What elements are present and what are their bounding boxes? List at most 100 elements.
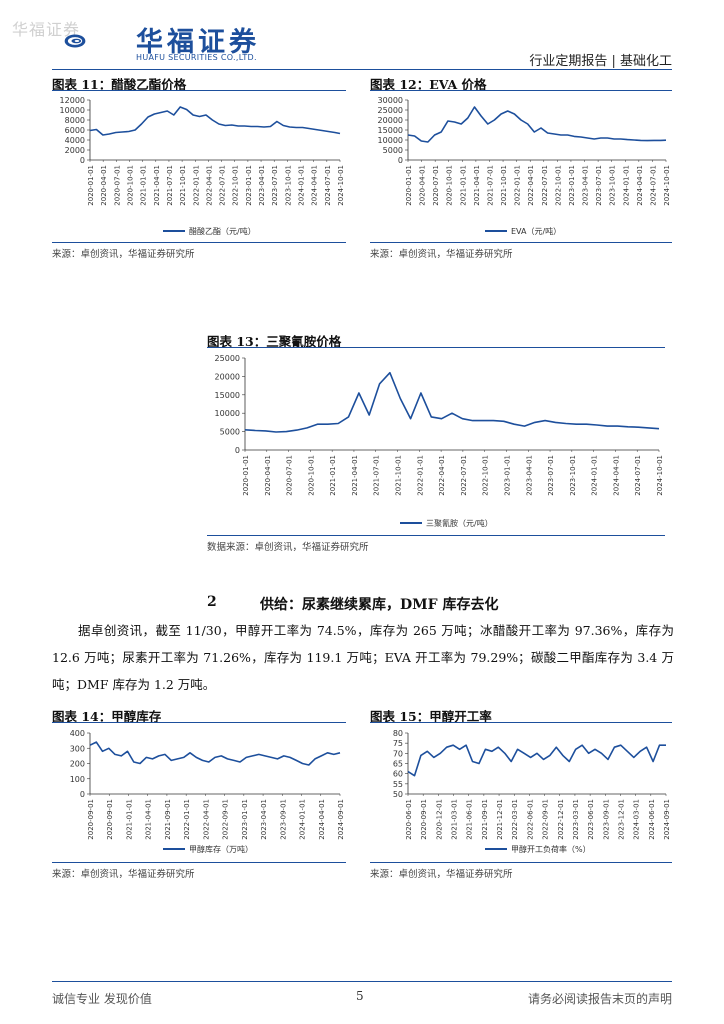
fig15-source: 来源：卓创资讯，华福证券研究所: [370, 869, 513, 880]
y-tick-label: 0: [235, 446, 240, 455]
footer-disclaimer: 请务必阅读报告末页的声明: [527, 992, 672, 1006]
y-tick-label: 10000: [215, 409, 240, 418]
header-divider: [52, 69, 672, 70]
x-tick-label: 2023-01-01: [245, 165, 253, 206]
x-tick-label: 2022-12-01: [557, 799, 565, 840]
y-tick-label: 10000: [378, 136, 403, 145]
x-tick-label: 2020-07-01: [432, 165, 440, 206]
x-tick-label: 2022-04-01: [527, 165, 535, 206]
footer-divider: [52, 981, 672, 982]
x-tick-label: 2022-01-01: [192, 165, 200, 206]
x-tick-label: 2023-12-01: [617, 799, 625, 840]
legend-label: 三聚氰胺（元/吨）: [426, 518, 493, 528]
x-tick-label: 2020-01-01: [242, 455, 250, 496]
fig13-chart: 0 5000 10000 15000 20000 25000 2020-01-01 2020-…: [215, 354, 664, 528]
x-tick-label: 2022-06-01: [526, 799, 534, 840]
legend-label: 醋酸乙酯（元/吨）: [189, 226, 256, 236]
y-tick-label: 0: [398, 156, 403, 165]
x-tick-label: 2024-10-01: [337, 165, 345, 206]
series-line: [407, 106, 667, 143]
fig13-source: 数据来源：卓创资讯，华福证券研究所: [207, 542, 369, 553]
y-tick-label: 25000: [215, 354, 240, 363]
fig15-source-rule: [370, 862, 672, 863]
x-tick-label: 2020-10-01: [307, 455, 315, 496]
x-tick-label: 2020-09-01: [106, 799, 114, 840]
x-tick-label: 2024-01-01: [591, 455, 599, 496]
fig14-source: 来源：卓创资讯，华福证券研究所: [52, 869, 195, 880]
x-tick-label: 2020-10-01: [126, 165, 134, 206]
x-tick-label: 2023-01-01: [568, 165, 576, 206]
x-tick-label: 2024-01-01: [298, 165, 306, 206]
x-tick-label: 2024-03-01: [633, 799, 641, 840]
page-number: 5: [356, 989, 364, 1003]
x-tick-label: 2021-12-01: [496, 799, 504, 840]
x-tick-label: 2020-09-01: [87, 799, 95, 840]
x-tick-label: 2021-01-01: [329, 455, 337, 496]
x-tick-label: 2023-06-01: [587, 799, 595, 840]
x-tick-label: 2024-09-01: [337, 799, 345, 840]
y-tick-label: 6000: [65, 126, 85, 135]
y-tick-label: 8000: [65, 116, 85, 125]
x-tick-label: 2022-04-01: [205, 165, 213, 206]
y-tick-label: 4000: [65, 136, 85, 145]
x-tick-label: 2023-09-01: [602, 799, 610, 840]
x-tick-label: 2024-10-01: [663, 165, 671, 206]
fig11-title-rule: [52, 90, 346, 91]
y-tick-label: 50: [393, 790, 403, 799]
y-tick-label: 30000: [378, 96, 403, 105]
x-tick-label: 2022-01-01: [416, 455, 424, 496]
y-tick-label: 10000: [60, 106, 85, 115]
x-tick-label: 2021-04-01: [473, 165, 481, 206]
fig12-title-rule: [370, 90, 672, 91]
fig14-title-rule: [52, 722, 346, 723]
x-tick-label: 2023-10-01: [569, 455, 577, 496]
x-tick-label: 2021-10-01: [500, 165, 508, 206]
x-tick-label: 2023-07-01: [595, 165, 603, 206]
y-tick-label: 70: [393, 749, 403, 758]
x-tick-label: 2020-01-01: [87, 165, 95, 206]
x-tick-label: 2021-04-01: [351, 455, 359, 496]
y-tick-label: 25000: [378, 106, 403, 115]
x-tick-label: 2020-07-01: [286, 455, 294, 496]
y-tick-label: 80: [393, 729, 403, 738]
y-tick-label: 5000: [220, 428, 240, 437]
fig14-title: 图表 14：甲醇库存: [52, 709, 162, 724]
x-tick-label: 2022-01-01: [514, 165, 522, 206]
section-title: 供给：尿素继续累库，DMF 库存去化: [260, 597, 499, 613]
fig13-source-rule: [207, 535, 665, 536]
x-tick-label: 2020-12-01: [435, 799, 443, 840]
x-tick-label: 2023-04-01: [258, 165, 266, 206]
x-tick-label: 2023-04-01: [260, 799, 268, 840]
y-tick-label: 60: [393, 770, 403, 779]
x-tick-label: 2021-10-01: [395, 455, 403, 496]
y-tick-label: 0: [80, 156, 85, 165]
y-tick-label: 65: [393, 760, 403, 769]
fig12-source: 来源：卓创资讯，华福证券研究所: [370, 249, 513, 260]
x-tick-label: 2023-07-01: [271, 165, 279, 206]
series-line: [89, 106, 341, 136]
x-tick-label: 2024-04-01: [636, 165, 644, 206]
x-tick-label: 2024-04-01: [612, 455, 620, 496]
x-tick-label: 2023-10-01: [609, 165, 617, 206]
x-tick-label: 2024-09-01: [663, 799, 671, 840]
x-tick-label: 2020-10-01: [446, 165, 454, 206]
x-tick-label: 2021-07-01: [166, 165, 174, 206]
legend-label: EVA（元/吨）: [511, 226, 561, 236]
y-tick-label: 15000: [215, 391, 240, 400]
y-tick-label: 12000: [60, 96, 85, 105]
x-tick-label: 2021-04-01: [153, 165, 161, 206]
watermark: 华福证券: [12, 20, 81, 39]
x-tick-label: 2021-07-01: [486, 165, 494, 206]
x-tick-label: 2022-10-01: [232, 165, 240, 206]
x-tick-label: 2022-09-01: [542, 799, 550, 840]
x-tick-label: 2021-01-01: [140, 165, 148, 206]
x-tick-label: 2023-04-01: [525, 455, 533, 496]
legend-label: 甲醇开工负荷率（%）: [511, 844, 591, 854]
x-tick-label: 2021-09-01: [164, 799, 172, 840]
x-tick-label: 2022-04-01: [438, 455, 446, 496]
fig14-chart: 0 100 200 300 400 2020-09-01 2020-09-01 2021-01…: [70, 729, 345, 854]
fig12-title: 图表 12：EVA 价格: [370, 77, 487, 92]
